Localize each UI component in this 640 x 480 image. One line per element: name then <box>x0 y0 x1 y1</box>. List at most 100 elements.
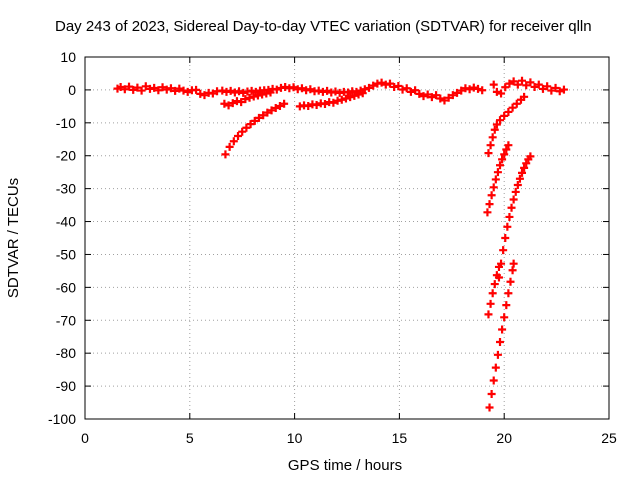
y-tick-label: -50 <box>56 246 76 262</box>
data-point-marker <box>385 79 394 88</box>
data-point-marker <box>501 83 510 92</box>
data-point-marker <box>415 89 424 98</box>
data-point-marker <box>496 337 505 346</box>
data-point-marker <box>502 301 511 310</box>
data-point-marker <box>504 289 513 298</box>
data-point-marker <box>306 85 315 94</box>
data-point-marker <box>158 83 167 92</box>
data-point-marker <box>266 88 275 97</box>
data-point-marker <box>487 191 496 200</box>
data-point-marker <box>507 203 516 212</box>
data-point-marker <box>259 111 268 120</box>
data-point-marker <box>350 91 359 100</box>
data-point-marker <box>250 116 259 125</box>
data-point-marker <box>129 85 138 94</box>
data-point-marker <box>440 96 449 105</box>
data-point-marker <box>505 79 514 88</box>
data-point-marker <box>488 289 497 298</box>
data-point-marker <box>448 91 457 100</box>
data-point-marker <box>488 133 497 142</box>
data-point-marker <box>478 86 487 95</box>
data-point-marker <box>331 87 340 96</box>
data-point-marker <box>538 84 547 93</box>
data-point-marker <box>224 101 233 110</box>
data-point-marker <box>500 313 509 322</box>
data-point-marker <box>196 89 205 98</box>
data-point-marker <box>346 93 355 102</box>
y-tick-label: 0 <box>68 82 76 98</box>
data-point-marker <box>489 80 498 89</box>
data-point-marker <box>465 85 474 94</box>
data-point-marker <box>485 200 494 209</box>
data-point-marker <box>377 78 386 87</box>
data-point-marker <box>200 91 209 100</box>
data-point-marker <box>492 87 501 96</box>
data-point-marker <box>329 98 338 107</box>
y-tick-label: -40 <box>56 214 76 230</box>
data-point-marker <box>432 91 441 100</box>
data-point-marker <box>526 152 535 161</box>
data-point-marker <box>509 195 518 204</box>
data-point-marker <box>220 99 229 108</box>
data-point-marker <box>242 123 251 132</box>
data-point-marker <box>457 86 466 95</box>
data-point-marker <box>192 85 201 94</box>
data-point-marker <box>141 82 150 91</box>
data-point-marker <box>509 77 518 86</box>
data-point-marker <box>358 89 367 98</box>
data-point-marker <box>490 280 499 289</box>
data-point-marker <box>183 87 192 96</box>
data-point-marker <box>513 181 522 190</box>
data-point-marker <box>297 84 306 93</box>
data-point-marker <box>254 113 263 122</box>
data-point-marker <box>498 325 507 334</box>
data-point-marker <box>402 84 411 93</box>
data-point-marker <box>125 82 134 91</box>
data-point-marker <box>289 83 298 92</box>
data-point-marker <box>245 93 254 102</box>
x-tick-label: 10 <box>287 430 303 446</box>
data-point-marker <box>500 111 509 120</box>
data-point-marker <box>487 389 496 398</box>
data-point-marker <box>275 102 284 111</box>
grid <box>85 57 609 419</box>
data-point-marker <box>281 82 290 91</box>
x-axis-label: GPS time / hours <box>288 457 402 474</box>
data-point-marker <box>493 350 502 359</box>
y-tick-label: -60 <box>56 279 76 295</box>
data-point-marker <box>246 120 255 129</box>
data-point-marker <box>133 83 142 92</box>
x-tick-label: 5 <box>186 430 194 446</box>
data-point-marker <box>509 259 518 268</box>
chart-title: Day 243 of 2023, Sidereal Day-to-day VTE… <box>55 18 592 35</box>
data-point-marker <box>229 137 238 146</box>
data-point-marker <box>166 84 175 93</box>
y-tick-label: -80 <box>56 345 76 361</box>
data-point-marker <box>502 145 511 154</box>
plot-frame <box>84 56 610 420</box>
data-point-marker <box>520 92 529 101</box>
data-point-marker <box>154 86 163 95</box>
data-point-marker <box>175 84 184 93</box>
data-point-marker <box>171 86 180 95</box>
data-point-marker <box>225 142 234 151</box>
data-point-marker <box>551 83 560 92</box>
data-point-marker <box>559 85 568 94</box>
data-point-marker <box>235 87 244 96</box>
data-point-marker <box>411 86 420 95</box>
data-point-marker <box>304 102 313 111</box>
data-point-marker <box>513 80 522 89</box>
data-point-marker <box>436 94 445 103</box>
data-point-marker <box>508 103 517 112</box>
data-point-marker <box>239 88 248 97</box>
data-point-marker <box>337 95 346 104</box>
y-tick-label: -10 <box>56 115 76 131</box>
data-point-marker <box>323 86 332 95</box>
data-point-marker <box>512 99 521 108</box>
data-point-marker <box>394 81 403 90</box>
data-point-marker <box>504 107 513 116</box>
data-point-marker <box>505 212 514 221</box>
data-point-marker <box>489 183 498 192</box>
data-point-marker <box>314 86 323 95</box>
y-tick-label: -90 <box>56 378 76 394</box>
